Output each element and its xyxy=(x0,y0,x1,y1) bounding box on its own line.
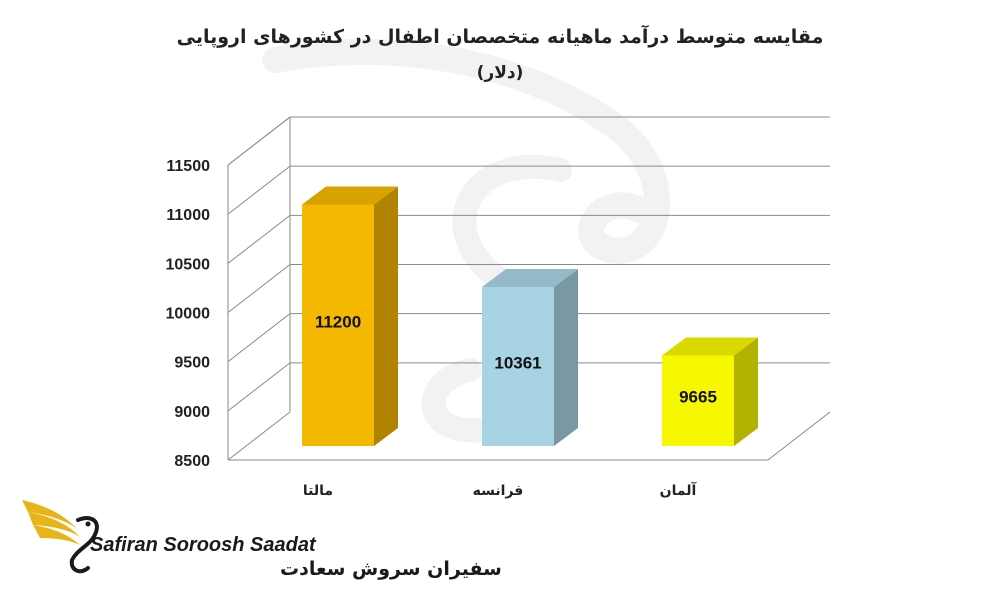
bar-front xyxy=(482,287,554,446)
y-tick-label: 11500 xyxy=(166,158,210,175)
bars: 11200 10361 9665 xyxy=(302,186,758,446)
logo-name-en: Safiran Soroosh Saadat xyxy=(90,534,317,556)
data-label: 9665 xyxy=(679,388,717,407)
x-tick-label: مالتا xyxy=(303,483,333,499)
y-tick-label: 9500 xyxy=(174,355,210,372)
bar: 9665 xyxy=(662,337,758,446)
bar-top xyxy=(482,269,578,288)
x-tick-label: فرانسه xyxy=(473,483,524,499)
bar-top xyxy=(662,337,758,356)
bar: 11200 xyxy=(302,186,398,446)
y-tick-label: 8500 xyxy=(174,453,210,470)
bar-side xyxy=(554,269,578,446)
bar-front xyxy=(302,204,374,446)
gridline xyxy=(227,264,291,313)
gridline xyxy=(227,116,291,166)
bar-side xyxy=(374,186,398,446)
chart-title: مقایسه متوسط درآمد ماهیانه متخصصان اطفال… xyxy=(177,24,824,48)
gridline xyxy=(227,313,291,363)
logo-wing-icon xyxy=(22,500,99,574)
y-tick-label: 11000 xyxy=(166,207,210,224)
gridline xyxy=(227,362,291,412)
data-label: 10361 xyxy=(494,354,541,373)
bar: 10361 xyxy=(482,269,578,446)
bar-front xyxy=(662,355,734,446)
y-axis: 8500 9000 9500 10000 10500 11000 11500 xyxy=(166,158,211,470)
chart-subtitle: (دلار) xyxy=(477,63,524,83)
y-tick-label: 9000 xyxy=(174,404,210,421)
logo-name-fa: سفیران سروش سعادت xyxy=(280,558,502,580)
gridline xyxy=(227,165,291,215)
bar-side xyxy=(734,337,758,446)
data-label: 11200 xyxy=(315,312,361,331)
y-tick-label: 10500 xyxy=(166,256,211,273)
gridline xyxy=(227,214,291,264)
company-logo: Safiran Soroosh Saadat سفیران سروش سعادت xyxy=(22,500,502,580)
bar-top xyxy=(302,186,398,205)
x-axis: مالتا فرانسه آلمان xyxy=(303,481,698,499)
x-tick-label: آلمان xyxy=(660,481,698,499)
y-tick-label: 10000 xyxy=(166,306,211,323)
